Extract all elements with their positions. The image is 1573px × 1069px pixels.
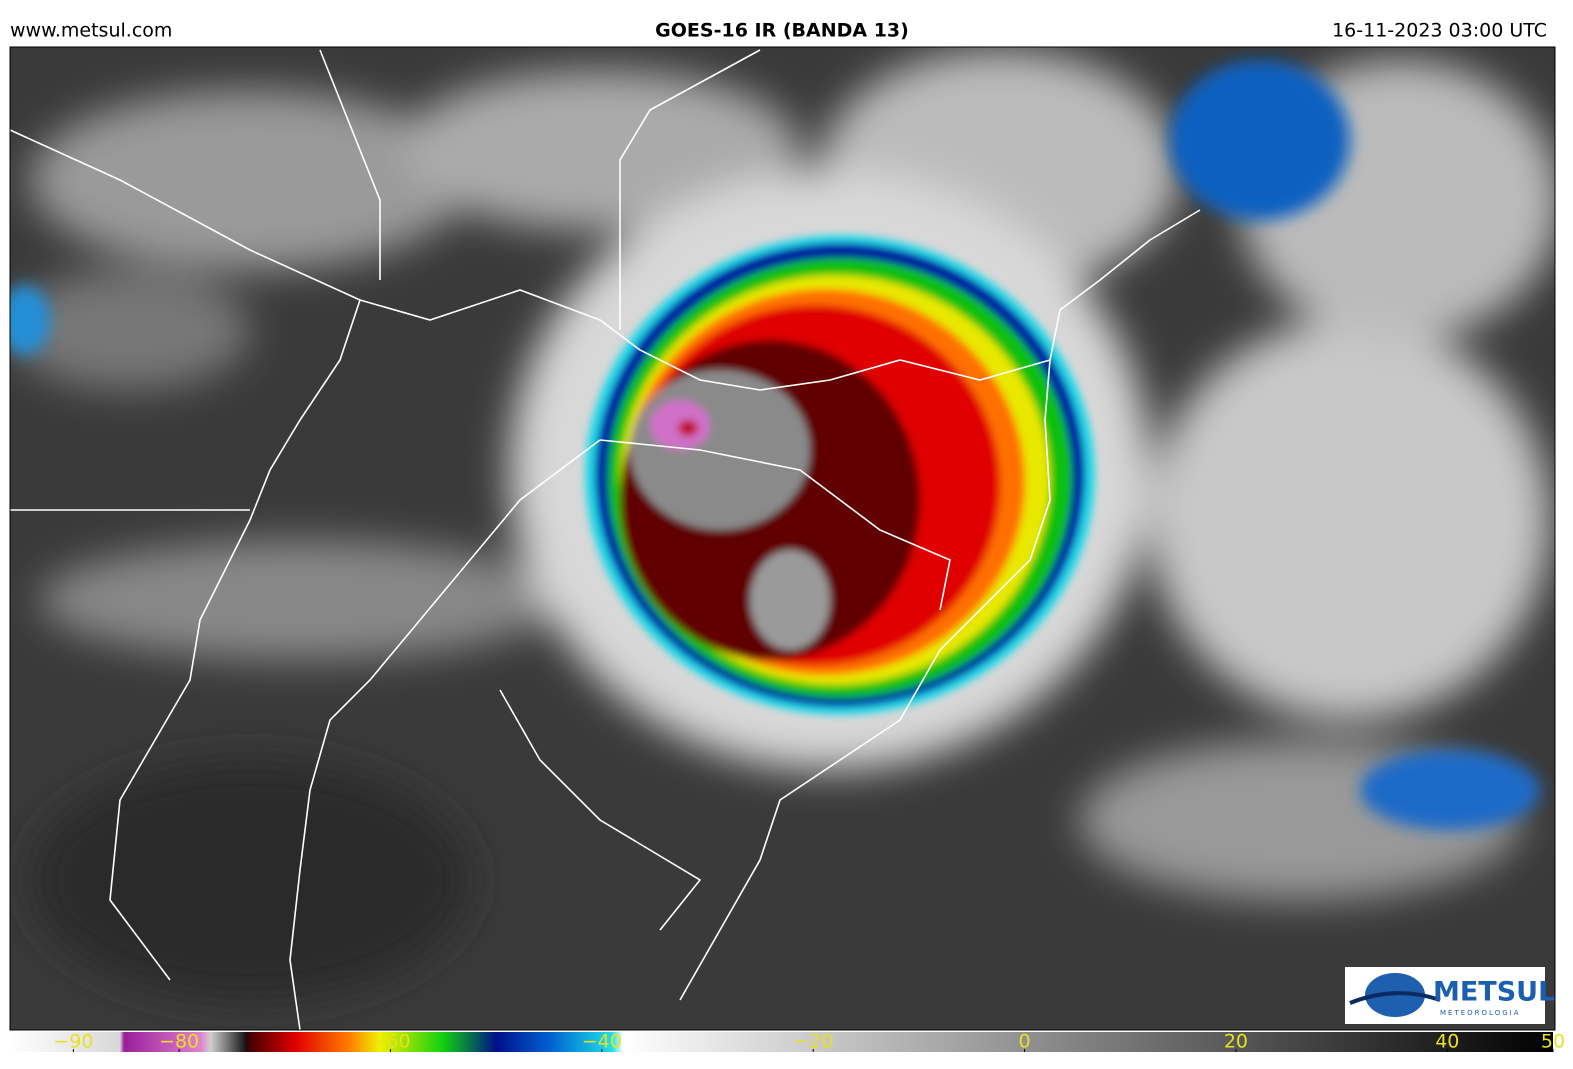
logo-name: METSUL [1433,977,1555,1008]
cloud [30,90,470,270]
storm-core [630,370,810,530]
storm [585,235,1095,715]
cold-tops [10,60,1540,830]
logo-swoosh [1349,991,1441,1005]
border [619,49,761,330]
border [319,49,381,280]
colorbar-tick-label: −80 [159,1031,199,1053]
cloud [30,760,470,1000]
storm-core [750,550,830,650]
colorbar-tick-label: −40 [582,1031,622,1053]
colorbar-tick-label: −20 [793,1031,833,1053]
border [289,439,601,1030]
title: GOES-16 IR (BANDA 13) [655,20,909,42]
colorbar-tick-label: 40 [1435,1031,1459,1053]
colorbar [10,1032,1553,1052]
borders [10,49,1201,1030]
colorbar-tick-label: 20 [1224,1031,1248,1053]
border [499,689,702,931]
cloud [1150,320,1550,720]
cloud [400,70,800,230]
colorbar-tick-label: −90 [53,1031,93,1053]
border [109,299,361,981]
cloud [10,270,250,390]
storm-core [678,420,698,436]
logo-tagline: METEOROLOGIA [1440,1009,1520,1017]
colorbar-tick-label: 0 [1019,1031,1031,1053]
cold-top [1360,750,1540,830]
border [599,439,951,611]
border [10,129,1051,391]
cold-top [1170,60,1350,220]
coastline [679,209,1201,1001]
site-label: www.metsul.com [10,20,172,42]
satellite-image: METSUL METEOROLOGIA [10,47,1555,1030]
colorbar-tick-label: 50 [1541,1031,1565,1053]
map-frame [9,46,1556,1031]
cloud [40,540,560,660]
cold-top [10,285,50,355]
colorbar-tick-label: −60 [370,1031,410,1053]
timestamp: 16-11-2023 03:00 UTC [1332,20,1547,42]
